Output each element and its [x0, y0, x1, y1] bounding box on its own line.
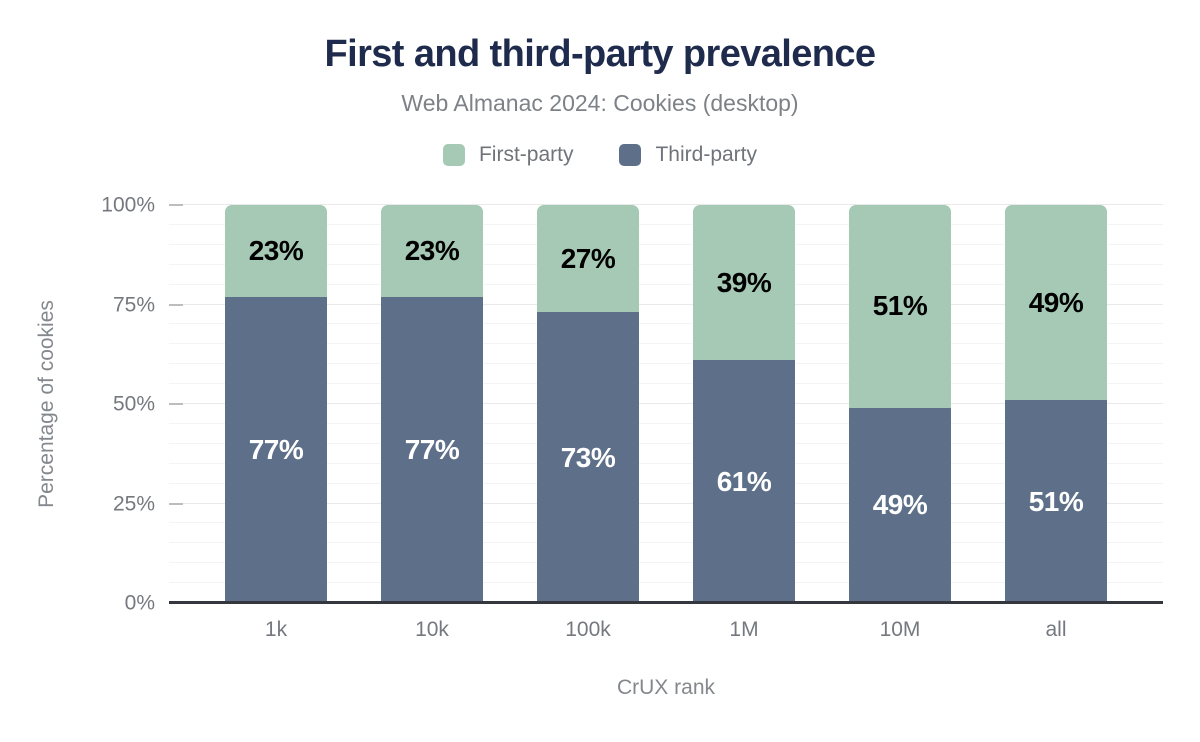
y-tick-label-50: 50% [112, 392, 155, 416]
major-gridline-75 [169, 303, 1163, 305]
minor-gridline-80 [169, 283, 1163, 285]
y-axis: 0% 25% 50% 75% 100% [58, 195, 155, 614]
x-tick-label-10M: 10M [879, 618, 921, 641]
bar-100k: 27% 73% [537, 205, 639, 603]
major-gridline-100 [169, 204, 1163, 205]
bar-10k: 23% 77% [381, 205, 483, 603]
minor-gridline-20 [169, 522, 1163, 524]
major-gridline-25 [169, 502, 1163, 504]
minor-gridline-85 [169, 263, 1163, 265]
legend-item-first-party: First-party [442, 143, 574, 167]
minor-gridline-40 [169, 442, 1163, 444]
bar-value-label: 39% [716, 266, 772, 298]
bar-value-label: 23% [248, 234, 304, 266]
x-axis-line [169, 601, 1163, 604]
y-tick-mark-50 [169, 403, 183, 405]
chart-subtitle: Web Almanac 2024: Cookies (desktop) [401, 90, 799, 116]
bar-segment-100k-third-party: 73% [537, 312, 639, 603]
minor-gridline-15 [169, 542, 1163, 544]
bar-1M: 39% 61% [693, 205, 795, 603]
bar-value-label: 77% [404, 433, 460, 465]
bar-segment-10M-first-party: 51% [849, 205, 951, 408]
x-tick-label-all: all [1045, 618, 1067, 641]
bar-value-label: 49% [1028, 286, 1084, 318]
minor-gridline-5 [169, 582, 1163, 584]
minor-gridline-90 [169, 243, 1163, 245]
x-tick-label-100k: 100k [565, 618, 611, 641]
bar-value-label: 73% [560, 441, 616, 473]
y-tick-label-0: 0% [124, 591, 155, 615]
minor-gridline-10 [169, 562, 1163, 564]
bar-value-label: 51% [1028, 485, 1084, 517]
chart-title: First and third-party prevalence [324, 33, 877, 75]
bar-value-label: 51% [872, 290, 928, 322]
bar-10M: 51% 49% [849, 205, 951, 603]
minor-gridline-60 [169, 363, 1163, 365]
major-gridline-50 [169, 403, 1163, 404]
y-tick-mark-25 [169, 502, 183, 505]
bar-segment-10M-third-party: 49% [849, 407, 951, 603]
bar-segment-all-first-party: 49% [1005, 205, 1107, 401]
legend-swatch-icon [619, 144, 642, 166]
x-axis: 1k 10k 100k 1M 10M all [169, 618, 1163, 644]
legend-label: Third-party [655, 143, 758, 166]
bar-segment-1M-third-party: 61% [693, 360, 795, 603]
x-tick-label-10k: 10k [415, 618, 449, 641]
bar-segment-all-third-party: 51% [1005, 400, 1107, 603]
minor-gridline-95 [169, 223, 1163, 225]
legend-label: First-party [478, 143, 574, 166]
bar-all: 49% 51% [1005, 205, 1107, 603]
bar-value-label: 49% [872, 489, 928, 521]
minor-gridline-35 [169, 462, 1163, 464]
y-tick-mark-100 [169, 204, 183, 206]
bar-segment-10k-first-party: 23% [381, 205, 483, 297]
y-tick-mark-75 [169, 303, 183, 306]
y-tick-label-25: 25% [112, 492, 155, 515]
bar-value-label: 61% [716, 465, 772, 497]
bar-1k: 23% 77% [225, 205, 327, 603]
bar-segment-1k-first-party: 23% [225, 205, 327, 297]
legend-swatch-icon [442, 144, 465, 166]
x-tick-label-1M: 1M [729, 618, 759, 641]
y-tick-label-75: 75% [112, 293, 155, 316]
x-axis-title: CrUX rank [616, 676, 716, 699]
bar-value-label: 23% [404, 234, 460, 266]
legend-item-third-party: Third-party [619, 143, 757, 167]
bar-segment-1k-third-party: 77% [225, 296, 327, 603]
minor-gridline-30 [169, 482, 1163, 484]
minor-gridline-65 [169, 343, 1163, 345]
bar-value-label: 27% [560, 242, 616, 274]
y-tick-label-100: 100% [101, 193, 155, 217]
minor-gridline-55 [169, 383, 1163, 385]
bar-segment-10k-third-party: 77% [381, 296, 483, 603]
bar-segment-100k-first-party: 27% [537, 205, 639, 313]
minor-gridline-70 [169, 323, 1163, 325]
x-tick-label-1k: 1k [264, 618, 288, 641]
minor-gridline-45 [169, 422, 1163, 424]
bar-value-label: 77% [248, 433, 304, 465]
plot-area: 23% 77% 23% 77% 27% 73% 39% 61% 51% 49% 49% 51% [169, 204, 1163, 603]
legend: First-party Third-party [0, 143, 1200, 167]
bar-segment-1M-first-party: 39% [693, 205, 795, 361]
y-axis-title: Percentage of cookies [35, 300, 58, 508]
